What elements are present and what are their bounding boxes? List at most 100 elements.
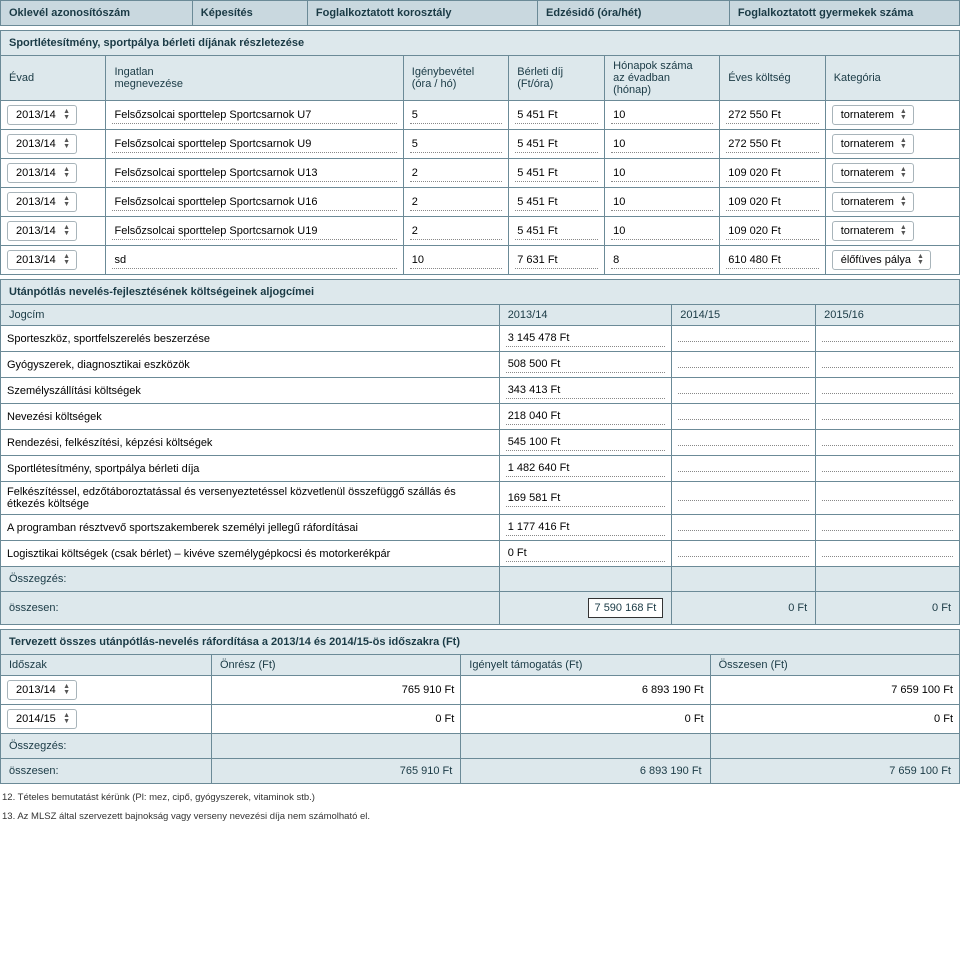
subcost-label: Felkészítéssel, edzőtáboroztatással és v… <box>1 482 500 515</box>
berleti-input[interactable]: 7 631 Ft <box>515 252 598 269</box>
honapok-input[interactable]: 8 <box>611 252 713 269</box>
igeny-input[interactable]: 2 <box>410 165 502 182</box>
subcost-value-input[interactable]: 343 413 Ft <box>506 382 666 399</box>
subcost-value-input[interactable] <box>678 337 809 342</box>
spinner-arrows-icon[interactable]: ▲▼ <box>63 684 70 696</box>
eves-input[interactable]: 109 020 Ft <box>726 165 818 182</box>
year-spinner[interactable]: 2013/14 ▲▼ <box>7 105 77 125</box>
honapok-input[interactable]: 10 <box>611 223 713 240</box>
subcost-value-input[interactable] <box>822 337 953 342</box>
honapok-input[interactable]: 10 <box>611 136 713 153</box>
subcost-value-input[interactable] <box>822 526 953 531</box>
subcost-label: Gyógyszerek, diagnosztikai eszközök <box>1 352 500 378</box>
berleti-input[interactable]: 5 451 Ft <box>515 107 598 124</box>
eves-input[interactable]: 272 550 Ft <box>726 136 818 153</box>
kategoria-spinner[interactable]: tornaterem▲▼ <box>832 105 914 125</box>
spinner-arrows-icon[interactable]: ▲▼ <box>900 167 907 179</box>
kategoria-spinner[interactable]: tornaterem▲▼ <box>832 134 914 154</box>
kategoria-spinner[interactable]: tornaterem▲▼ <box>832 192 914 212</box>
honapok-input[interactable]: 10 <box>611 194 713 211</box>
period-spinner[interactable]: 2013/14▲▼ <box>7 680 77 700</box>
col-header: Bérleti díj (Ft/óra) <box>509 56 605 101</box>
igenyelt-value: 0 Ft <box>461 705 710 734</box>
subcost-value-input[interactable] <box>822 552 953 557</box>
kategoria-spinner[interactable]: tornaterem▲▼ <box>832 163 914 183</box>
honapok-input[interactable]: 10 <box>611 165 713 182</box>
spinner-arrows-icon[interactable]: ▲▼ <box>63 225 70 237</box>
subcost-value-input[interactable] <box>678 552 809 557</box>
subcost-value-input[interactable]: 3 145 478 Ft <box>506 330 666 347</box>
subcost-value-input[interactable] <box>678 526 809 531</box>
subcost-value-input[interactable]: 0 Ft <box>506 545 666 562</box>
year-spinner[interactable]: 2013/14▲▼ <box>7 134 77 154</box>
spinner-arrows-icon[interactable]: ▲▼ <box>63 196 70 208</box>
igeny-input[interactable]: 5 <box>410 136 502 153</box>
subcost-value-input[interactable] <box>822 389 953 394</box>
spinner-arrows-icon[interactable]: ▲▼ <box>63 254 70 266</box>
kategoria-spinner[interactable]: élőfüves pálya▲▼ <box>832 250 931 270</box>
spinner-arrows-icon[interactable]: ▲▼ <box>900 109 907 121</box>
subcost-value-input[interactable]: 169 581 Ft <box>506 490 666 507</box>
summary-value: 765 910 Ft <box>211 759 460 784</box>
col-header: Képesítés <box>192 1 307 26</box>
ingatlan-input[interactable]: Felsőzsolcai sporttelep Sportcsarnok U16 <box>112 194 396 211</box>
spinner-arrows-icon[interactable]: ▲▼ <box>63 109 70 121</box>
igeny-input[interactable]: 2 <box>410 223 502 240</box>
berleti-input[interactable]: 5 451 Ft <box>515 223 598 240</box>
subcost-value-input[interactable]: 508 500 Ft <box>506 356 666 373</box>
berleti-input[interactable]: 5 451 Ft <box>515 136 598 153</box>
ingatlan-input[interactable]: sd <box>112 252 396 269</box>
subcost-value-input[interactable] <box>678 441 809 446</box>
year-spinner[interactable]: 2013/14▲▼ <box>7 221 77 241</box>
subcost-value-input[interactable]: 1 177 416 Ft <box>506 519 666 536</box>
subcost-value-input[interactable] <box>822 363 953 368</box>
spinner-value: 2014/15 <box>16 713 56 725</box>
spinner-value: 2013/14 <box>16 167 56 179</box>
subcost-value-input[interactable] <box>822 496 953 501</box>
subcost-value-input[interactable] <box>822 467 953 472</box>
eves-input[interactable]: 109 020 Ft <box>726 223 818 240</box>
col-header: Önrész (Ft) <box>211 655 460 676</box>
igeny-input[interactable]: 2 <box>410 194 502 211</box>
subcost-value-input[interactable]: 1 482 640 Ft <box>506 460 666 477</box>
top-header-table: Oklevél azonosítószám Képesítés Foglalko… <box>0 0 960 26</box>
ingatlan-input[interactable]: Felsőzsolcai sporttelep Sportcsarnok U9 <box>112 136 396 153</box>
kategoria-spinner[interactable]: tornaterem▲▼ <box>832 221 914 241</box>
subcost-value-input[interactable] <box>678 389 809 394</box>
ingatlan-input[interactable]: Felsőzsolcai sporttelep Sportcsarnok U19 <box>112 223 396 240</box>
subcosts-table: Utánpótlás nevelés-fejlesztésének költsé… <box>0 279 960 625</box>
spinner-arrows-icon[interactable]: ▲▼ <box>63 138 70 150</box>
subcost-value-input[interactable]: 545 100 Ft <box>506 434 666 451</box>
subcost-value-input[interactable] <box>678 363 809 368</box>
year-spinner[interactable]: 2013/14▲▼ <box>7 192 77 212</box>
spinner-arrows-icon[interactable]: ▲▼ <box>63 713 70 725</box>
honapok-input[interactable]: 10 <box>611 107 713 124</box>
ingatlan-input[interactable]: Felsőzsolcai sporttelep Sportcsarnok U7 <box>112 107 396 124</box>
period-spinner[interactable]: 2014/15 ▲▼ <box>7 709 77 729</box>
summary-label: összesen: <box>1 759 212 784</box>
subcost-value-input[interactable]: 218 040 Ft <box>506 408 666 425</box>
eves-input[interactable]: 610 480 Ft <box>726 252 818 269</box>
eves-input[interactable]: 109 020 Ft <box>726 194 818 211</box>
spinner-arrows-icon[interactable]: ▲▼ <box>900 225 907 237</box>
spinner-arrows-icon[interactable]: ▲▼ <box>917 254 924 266</box>
year-spinner[interactable]: 2013/14 ▲▼ <box>7 163 77 183</box>
spinner-arrows-icon[interactable]: ▲▼ <box>900 196 907 208</box>
berleti-input[interactable]: 5 451 Ft <box>515 165 598 182</box>
subcost-value-input[interactable] <box>678 467 809 472</box>
rental-row: 2013/14 ▲▼ Felsőzsolcai sporttelep Sportcs… <box>1 159 960 188</box>
spinner-arrows-icon[interactable]: ▲▼ <box>63 167 70 179</box>
eves-input[interactable]: 272 550 Ft <box>726 107 818 124</box>
ingatlan-input[interactable]: Felsőzsolcai sporttelep Sportcsarnok U13 <box>112 165 396 182</box>
spinner-arrows-icon[interactable]: ▲▼ <box>900 138 907 150</box>
igeny-input[interactable]: 5 <box>410 107 502 124</box>
subcost-value-input[interactable] <box>822 415 953 420</box>
year-spinner[interactable]: 2013/14▲▼ <box>7 250 77 270</box>
spinner-value: 2013/14 <box>16 109 56 121</box>
igeny-input[interactable]: 10 <box>410 252 502 269</box>
subcost-value-input[interactable] <box>822 441 953 446</box>
subcost-value-input[interactable] <box>678 415 809 420</box>
berleti-input[interactable]: 5 451 Ft <box>515 194 598 211</box>
subcost-value-input[interactable] <box>678 496 809 501</box>
onresz-value: 765 910 Ft <box>211 676 460 705</box>
